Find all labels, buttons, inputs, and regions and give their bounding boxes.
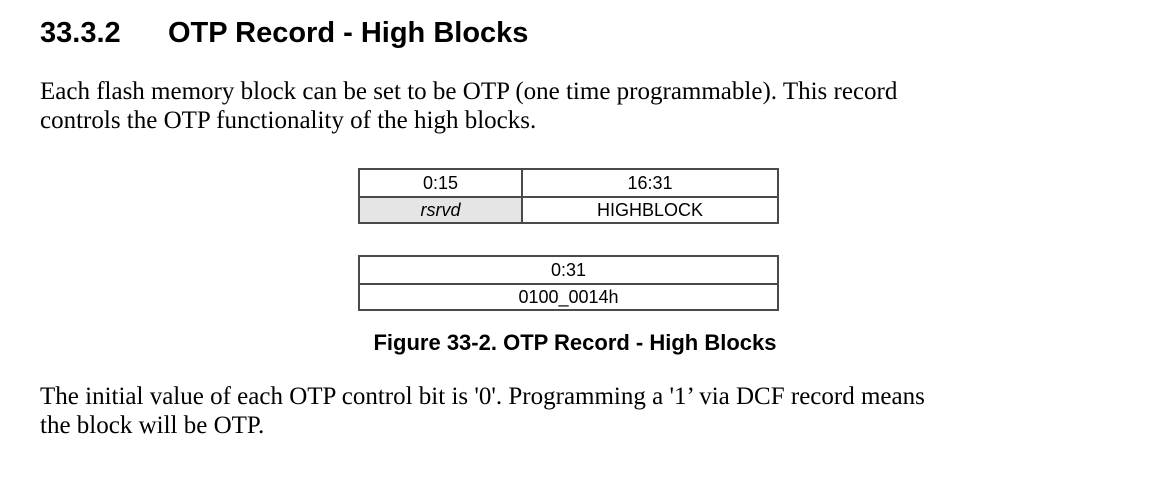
bit-range-cell-low: 0:15 [360,170,523,196]
intro-paragraph-line: Each flash memory block can be set to be… [40,78,898,105]
footer-paragraph: The initial value of each OTP control bi… [40,382,1120,440]
section-heading: 33.3.2 OTP Record - High Blocks [40,15,528,51]
address-bit-range-cell: 0:31 [550,259,587,280]
address-table: 0:31 0100_0014h [358,255,779,311]
figure-caption: Figure 33-2. OTP Record - High Blocks [373,330,777,355]
bit-range-cell-high: 16:31 [627,172,673,193]
bitfield-table-field-row: rsrvd HIGHBLOCK [360,196,777,222]
footer-paragraph-line: the block will be OTP. [40,412,265,439]
address-table-value-row: 0100_0014h [360,283,777,309]
bitfield-table-header-row: 0:15 16:31 [360,170,777,196]
intro-paragraph-line: controls the OTP functionality of the hi… [40,107,537,134]
section-title: OTP Record - High Blocks [168,17,529,49]
intro-paragraph: Each flash memory block can be set to be… [40,77,1120,135]
bitfield-table: 0:15 16:31 rsrvd HIGHBLOCK [358,168,779,224]
address-value-cell: 0100_0014h [518,286,619,307]
highblock-field-cell: HIGHBLOCK [596,199,704,220]
section-number: 33.3.2 [40,17,121,49]
reserved-field-cell: rsrvd [360,198,523,222]
address-table-header-row: 0:31 [360,257,777,283]
footer-paragraph-line: The initial value of each OTP control bi… [40,383,925,410]
